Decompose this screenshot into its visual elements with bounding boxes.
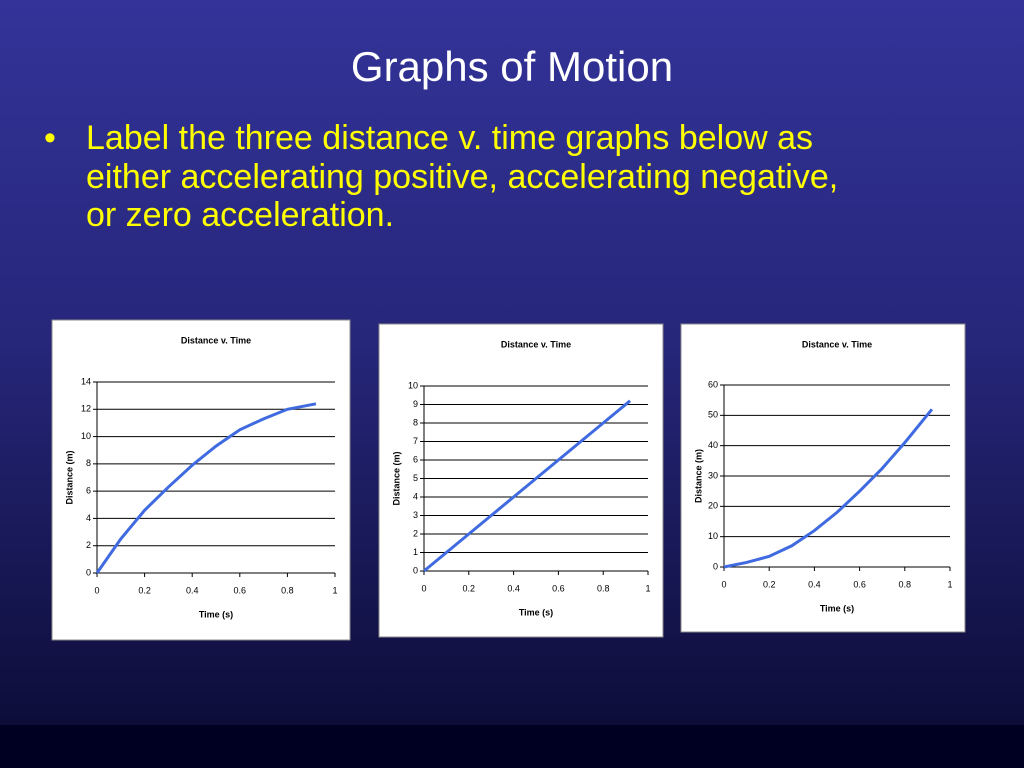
- x-tick-label: 0.4: [808, 579, 821, 589]
- y-tick-label: 9: [413, 399, 418, 409]
- x-tick-label: 0.6: [552, 583, 565, 593]
- chart-title: Distance v. Time: [802, 339, 872, 349]
- y-axis-label: Distance (m): [693, 449, 703, 503]
- x-tick-label: 0.8: [899, 579, 912, 589]
- x-tick-label: 0.4: [507, 583, 520, 593]
- y-tick-label: 6: [413, 454, 418, 464]
- slide-title: Graphs of Motion: [351, 43, 673, 90]
- x-tick-label: 0.8: [281, 585, 294, 595]
- data-line: [95, 402, 317, 574]
- y-tick-label: 6: [86, 486, 91, 496]
- y-tick-label: 0: [713, 561, 718, 571]
- y-tick-label: 14: [81, 376, 91, 386]
- y-tick-label: 50: [708, 410, 718, 420]
- chart-frame: [51, 319, 351, 641]
- chart-frame: [680, 323, 966, 633]
- bullet-line: Label the three distance v. time graphs …: [86, 119, 813, 157]
- x-tick-label: 1: [645, 583, 650, 593]
- y-tick-label: 1: [413, 547, 418, 557]
- chart: Distance v. Time 0 10 20 30 40 50 60 0 0.2 0.4 0.6 0…: [680, 323, 966, 633]
- x-axis-label: Time (s): [820, 603, 854, 613]
- y-tick-label: 10: [81, 431, 91, 441]
- x-tick-label: 0: [421, 583, 426, 593]
- y-tick-label: 2: [413, 528, 418, 538]
- bullet-line: either accelerating positive, accelerati…: [86, 158, 838, 196]
- y-tick-label: 4: [86, 513, 91, 523]
- x-tick-label: 0.6: [853, 579, 866, 589]
- bullet-line: or zero acceleration.: [86, 196, 394, 234]
- x-tick-label: 0: [94, 585, 99, 595]
- chart-title: Distance v. Time: [501, 339, 571, 349]
- y-tick-label: 20: [708, 501, 718, 511]
- y-tick-label: 2: [86, 540, 91, 550]
- y-tick-label: 8: [413, 417, 418, 427]
- y-axis-label: Distance (m): [64, 450, 74, 504]
- x-tick-label: 0.6: [234, 585, 247, 595]
- x-tick-label: 1: [947, 579, 952, 589]
- footer-band: [0, 725, 1024, 768]
- y-tick-label: 4: [413, 491, 418, 501]
- x-tick-label: 0.2: [763, 579, 776, 589]
- y-tick-label: 3: [413, 510, 418, 520]
- chart: Distance v. Time 0 2 4 6 8 10 12 14 0 0.2 0.4 0.6 0.8…: [51, 319, 351, 641]
- y-tick-label: 7: [413, 436, 418, 446]
- x-axis-label: Time (s): [199, 609, 233, 619]
- y-tick-label: 5: [413, 473, 418, 483]
- y-tick-label: 40: [708, 440, 718, 450]
- x-tick-label: 1: [332, 585, 337, 595]
- y-tick-label: 8: [86, 458, 91, 468]
- chart: Distance v. Time 0 1 2 3 4 5 6 7 8 9 10 0 0.2 0.4 0.6 0.…: [378, 323, 664, 638]
- y-tick-label: 30: [708, 470, 718, 480]
- x-tick-label: 0: [721, 579, 726, 589]
- chart-frame: [378, 323, 664, 638]
- data-line: [723, 408, 934, 569]
- y-tick-label: 0: [413, 565, 418, 575]
- x-tick-label: 0.2: [138, 585, 151, 595]
- bullet-dot: •: [44, 119, 56, 157]
- chart-title: Distance v. Time: [181, 335, 251, 345]
- y-tick-label: 60: [708, 379, 718, 389]
- x-tick-label: 0.4: [186, 585, 199, 595]
- y-tick-label: 10: [708, 531, 718, 541]
- y-tick-label: 10: [408, 380, 418, 390]
- y-axis-label: Distance (m): [391, 451, 401, 505]
- data-line: [423, 399, 632, 573]
- x-tick-label: 0.2: [463, 583, 476, 593]
- y-tick-label: 0: [86, 567, 91, 577]
- x-axis-label: Time (s): [519, 607, 553, 617]
- y-tick-label: 12: [81, 404, 91, 414]
- x-tick-label: 0.8: [597, 583, 610, 593]
